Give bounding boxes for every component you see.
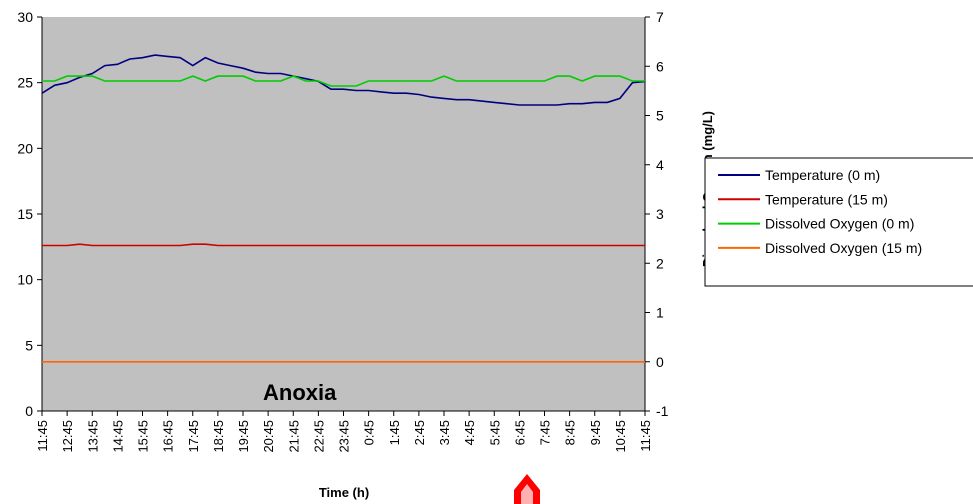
x-tick-label: 14:45 [110,420,125,453]
x-tick-label: 13:45 [85,420,100,453]
left-tick-label: 15 [17,206,33,222]
left-y-axis: 0 5 10 15 20 25 30 [17,9,43,419]
left-tick-label: 25 [17,75,33,91]
right-tick-label: 6 [656,58,664,74]
left-tick-label: 30 [17,9,33,25]
right-tick-label: 5 [656,108,664,124]
right-y-axis: -1 0 1 2 3 4 5 6 7 [644,9,669,419]
up-arrow-icon [514,474,540,504]
legend-box [704,157,973,287]
anoxia-annotation: Anoxia [263,380,337,405]
x-tick-label: 7:45 [538,420,553,445]
x-tick-label: 22:45 [311,420,326,453]
legend-label: Temperature (15 m) [765,191,888,207]
right-tick-label: 4 [656,157,664,173]
x-tick-label: 17:45 [186,420,201,453]
x-tick-label: 5:45 [487,420,502,445]
left-tick-label: 0 [25,403,33,419]
left-tick-label: 5 [25,337,33,353]
legend: Temperature (0 m) Temperature (15 m) Disso… [704,157,973,287]
right-tick-label: 3 [656,206,664,222]
up-arrow-highlight [521,484,533,504]
x-tick-label: 8:45 [563,420,578,445]
legend-label: Dissolved Oxygen (0 m) [765,216,914,232]
x-tick-label: 12:45 [60,420,75,453]
plot-area [42,17,645,411]
x-tick-label: 19:45 [236,420,251,453]
x-tick-label: 0:45 [362,420,377,445]
x-tick-label: 10:45 [613,420,628,453]
legend-label: Temperature (0 m) [765,167,880,183]
x-tick-label: 4:45 [462,420,477,445]
x-tick-label: 20:45 [261,420,276,453]
series-line-1 [41,54,646,106]
x-tick-label: 2:45 [412,420,427,445]
x-tick-label: 1:45 [387,420,402,445]
x-axis-title: Time (h) [319,485,369,500]
x-tick-label: 23:45 [337,420,352,453]
right-tick-label: 2 [656,255,664,271]
x-tick-label: 3:45 [437,420,452,445]
left-tick-label: 10 [17,272,33,288]
series-line-3 [42,75,645,87]
right-tick-label: 1 [656,305,664,321]
right-tick-label: 7 [656,9,664,25]
x-tick-label: 21:45 [286,420,301,453]
x-tick-label: 18:45 [211,420,226,453]
legend-label: Dissolved Oxygen (15 m) [765,240,922,256]
right-tick-label: 0 [656,354,664,370]
left-tick-label: 20 [17,140,33,156]
x-tick-label: 11:45 [35,420,50,452]
series-layer [41,54,646,363]
x-tick-label: 11:45 [638,420,653,452]
x-tick-label: 16:45 [161,420,176,453]
x-tick-label: 6:45 [512,420,527,445]
right-tick-label: -1 [656,403,669,419]
series-line-2 [42,243,645,247]
x-tick-label: 15:45 [136,420,151,453]
x-tick-label: 9:45 [588,420,603,445]
x-axis: 11:45 12:45 13:45 14:45 15:45 16:45 17:45 18:45… [35,410,653,453]
